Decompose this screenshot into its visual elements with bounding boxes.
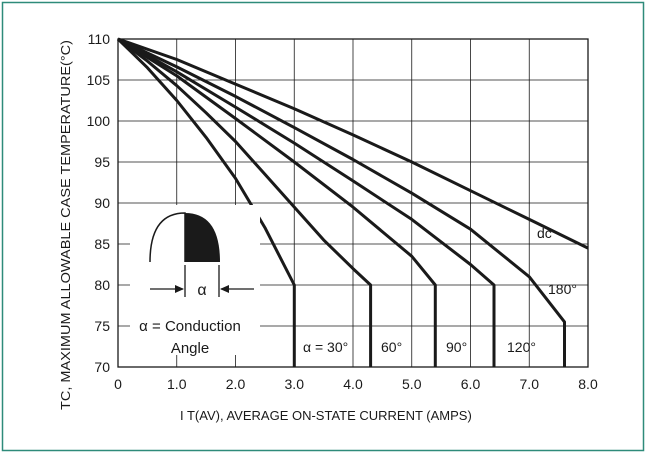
half-sine-conducting-region xyxy=(185,213,220,262)
x-axis-label: I T(AV), AVERAGE ON-STATE CURRENT (AMPS) xyxy=(180,408,472,423)
series-label-60: 60° xyxy=(381,339,402,355)
plot-area-border xyxy=(117,38,589,368)
series-labels: α = 30° 60° 90° 120° 180° dc xyxy=(303,225,577,355)
y-tick-label: 100 xyxy=(87,113,111,129)
series-line-2 xyxy=(117,37,437,367)
series-label-90: 90° xyxy=(446,339,467,355)
conduction-angle-label-line2: Angle xyxy=(171,340,209,357)
x-tick-label: 3.0 xyxy=(285,376,305,392)
alpha-symbol: α xyxy=(197,282,206,299)
arrowhead-right xyxy=(220,285,229,293)
series-line-4 xyxy=(117,37,566,367)
x-tick-label: 4.0 xyxy=(343,376,363,392)
x-tick-label: 2.0 xyxy=(226,376,246,392)
plot-box xyxy=(117,38,589,368)
arrowhead-left xyxy=(175,285,184,293)
y-tick-label: 80 xyxy=(94,277,110,293)
conduction-angle-label-line1: α = Conduction xyxy=(139,318,241,335)
series-line-0 xyxy=(116,37,296,367)
y-tick-label: 110 xyxy=(88,31,111,47)
x-tick-label: 1.0 xyxy=(167,376,187,392)
y-tick-label: 105 xyxy=(87,72,111,88)
series-label-120: 120° xyxy=(507,339,536,355)
x-tick-label: 6.0 xyxy=(461,376,481,392)
x-tick-label: 0 xyxy=(114,376,122,392)
x-tick-label: 5.0 xyxy=(402,376,422,392)
y-tick-label: 75 xyxy=(94,318,110,334)
y-axis-label: TC, MAXIMUM ALLOWABLE CASE TEMPERATURE(°… xyxy=(58,40,73,410)
x-tick-label: 7.0 xyxy=(520,376,540,392)
series-label-dc: dc xyxy=(537,225,552,241)
x-tick-label: 8.0 xyxy=(578,376,598,392)
half-sine-outline xyxy=(149,212,186,263)
series-line-1 xyxy=(117,37,373,367)
y-tick-label: 95 xyxy=(94,154,110,170)
y-tick-label: 85 xyxy=(94,236,110,252)
y-tick-label: 90 xyxy=(94,195,110,211)
series-curves xyxy=(116,37,589,367)
series-label-180: 180° xyxy=(548,281,577,297)
tick-labels: 70 75 80 85 90 95 100 105 110 0 1.0 2.0 3.0 4.0 5.0 6.0… xyxy=(87,31,598,392)
series-line-3 xyxy=(117,37,496,367)
y-tick-label: 70 xyxy=(94,359,110,375)
series-label-30: α = 30° xyxy=(303,339,348,355)
series-line-5 xyxy=(117,37,589,250)
conduction-angle-diagram: α α = Conduction Angle xyxy=(139,212,254,357)
